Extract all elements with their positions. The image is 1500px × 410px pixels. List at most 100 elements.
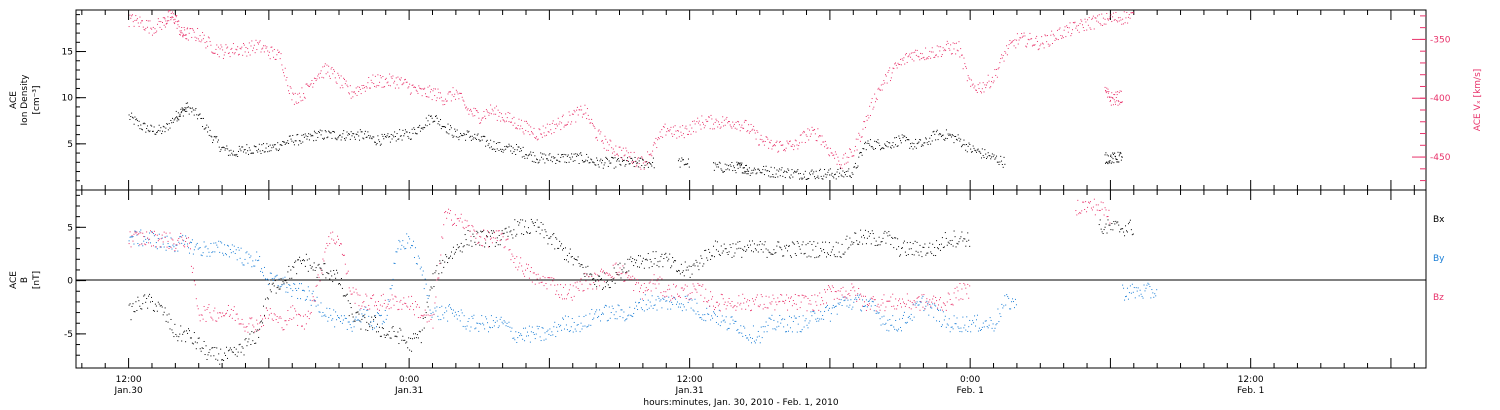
by-point: [487, 322, 489, 324]
bz-point: [416, 304, 418, 306]
density-point: [467, 131, 469, 133]
bx-point: [167, 321, 169, 323]
bz-point: [593, 282, 595, 284]
bx-point: [947, 241, 949, 243]
density-point: [642, 159, 644, 161]
bx-point: [261, 320, 263, 322]
density-point: [907, 139, 909, 141]
by-point: [566, 329, 568, 331]
density-point: [416, 133, 418, 135]
by-point: [568, 331, 570, 333]
density-point: [349, 138, 351, 140]
vx-point: [785, 147, 787, 149]
density-point: [869, 144, 871, 146]
bx-point: [661, 253, 663, 255]
vx-point: [307, 84, 309, 86]
bz-point: [232, 309, 234, 311]
by-point: [686, 295, 688, 297]
vx-point: [813, 129, 815, 131]
vx-point: [1067, 31, 1069, 33]
by-point: [129, 236, 131, 238]
bz-point: [498, 230, 500, 232]
by-point: [621, 309, 623, 311]
by-point: [782, 318, 784, 320]
vx-point: [340, 75, 342, 77]
bx-point: [602, 287, 604, 289]
bz-point: [454, 214, 456, 216]
vx-point: [972, 83, 974, 85]
by-point: [388, 300, 390, 302]
bx-point: [546, 234, 548, 236]
bz-point: [477, 242, 479, 244]
bx-point: [377, 331, 379, 333]
bx-point: [318, 263, 320, 265]
bz-point: [541, 281, 543, 283]
density-point: [460, 134, 462, 136]
bx-point: [619, 262, 621, 264]
density-point: [617, 159, 619, 161]
by-point: [617, 304, 619, 306]
vx-point: [136, 19, 138, 21]
vx-point: [667, 128, 669, 130]
density-point: [506, 146, 508, 148]
bx-point: [848, 246, 850, 248]
bz-point: [463, 228, 465, 230]
density-point: [541, 153, 543, 155]
bx-point: [563, 247, 565, 249]
by-point: [665, 300, 667, 302]
by-point: [572, 331, 574, 333]
vx-point: [136, 18, 138, 20]
density-point: [227, 148, 229, 150]
vx-point: [369, 87, 371, 89]
vx-point: [329, 77, 331, 79]
vx-point: [581, 116, 583, 118]
density-point: [614, 157, 616, 159]
by-point: [701, 318, 703, 320]
density-point: [871, 146, 873, 148]
density-point: [999, 161, 1001, 163]
density-point: [1112, 152, 1114, 154]
by-point: [846, 305, 848, 307]
by-point: [647, 299, 649, 301]
by-point: [284, 276, 286, 278]
vx-point: [1092, 17, 1094, 19]
vx-point: [804, 131, 806, 133]
by-point: [802, 315, 804, 317]
bottom-left-tick-label: -5: [64, 330, 73, 340]
density-point: [868, 142, 870, 144]
density-point: [291, 140, 293, 142]
vx-point: [898, 64, 900, 66]
vx-point: [1115, 97, 1117, 99]
bx-point: [722, 250, 724, 252]
by-point: [288, 284, 290, 286]
bx-point: [660, 256, 662, 258]
density-point: [731, 162, 733, 164]
vx-point: [895, 62, 897, 64]
vx-point: [642, 157, 644, 159]
vx-point: [831, 152, 833, 154]
density-point: [970, 151, 972, 153]
by-point: [840, 299, 842, 301]
vx-point: [331, 66, 333, 68]
bx-point: [298, 259, 300, 261]
density-point: [133, 123, 135, 125]
legend-bx: Bx: [1433, 215, 1445, 225]
bx-point: [218, 353, 220, 355]
bx-point: [433, 286, 435, 288]
density-point: [939, 133, 941, 135]
bz-point: [556, 290, 558, 292]
bx-point: [451, 251, 452, 253]
by-point: [980, 329, 982, 331]
bx-point: [729, 244, 731, 246]
bx-point: [364, 317, 366, 319]
bx-point: [180, 325, 182, 327]
vx-point: [611, 147, 613, 149]
bx-point: [801, 244, 803, 246]
by-point: [455, 314, 457, 316]
vx-point: [1107, 88, 1109, 90]
density-point: [581, 154, 583, 156]
bx-point: [413, 337, 415, 339]
density-point: [783, 171, 785, 173]
bx-point: [401, 339, 403, 341]
bz-point: [384, 299, 386, 301]
